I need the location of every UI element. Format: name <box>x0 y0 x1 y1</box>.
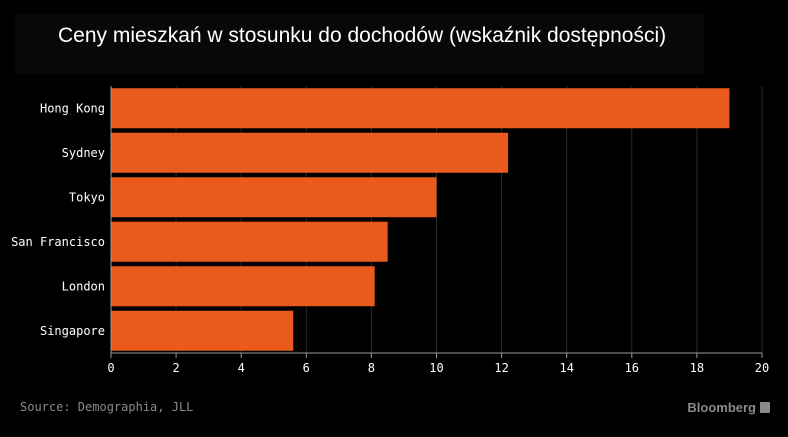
x-tick-label-1: 2 <box>172 361 179 375</box>
bloomberg-mark-icon <box>760 402 770 413</box>
x-tick-label-7: 14 <box>559 361 573 375</box>
x-tick-label-9: 18 <box>690 361 704 375</box>
x-tick-label-5: 10 <box>429 361 443 375</box>
category-label-5: Singapore <box>40 324 105 338</box>
category-label-0: Hong Kong <box>40 101 105 115</box>
x-tick-label-2: 4 <box>238 361 245 375</box>
category-label-4: London <box>62 279 105 293</box>
source-note: Source: Demographia, JLL <box>20 400 194 414</box>
bloomberg-logo: Bloomberg <box>687 400 756 415</box>
x-tick-label-0: 0 <box>107 361 114 375</box>
category-label-3: San Francisco <box>11 235 105 249</box>
x-tick-label-10: 20 <box>755 361 769 375</box>
x-tick-label-8: 16 <box>625 361 639 375</box>
bar-2 <box>111 177 437 218</box>
x-tick-label-6: 12 <box>494 361 508 375</box>
category-label-1: Sydney <box>62 146 105 160</box>
bar-0 <box>111 88 730 129</box>
x-tick-label-4: 8 <box>368 361 375 375</box>
category-label-2: Tokyo <box>69 190 105 204</box>
bar-3 <box>111 221 388 262</box>
bar-4 <box>111 266 375 307</box>
x-tick-label-3: 6 <box>303 361 310 375</box>
chart-title: Ceny mieszkań w stosunku do dochodów (ws… <box>58 24 667 47</box>
title-band <box>15 14 704 74</box>
bar-1 <box>111 132 509 173</box>
bar-5 <box>111 310 294 351</box>
